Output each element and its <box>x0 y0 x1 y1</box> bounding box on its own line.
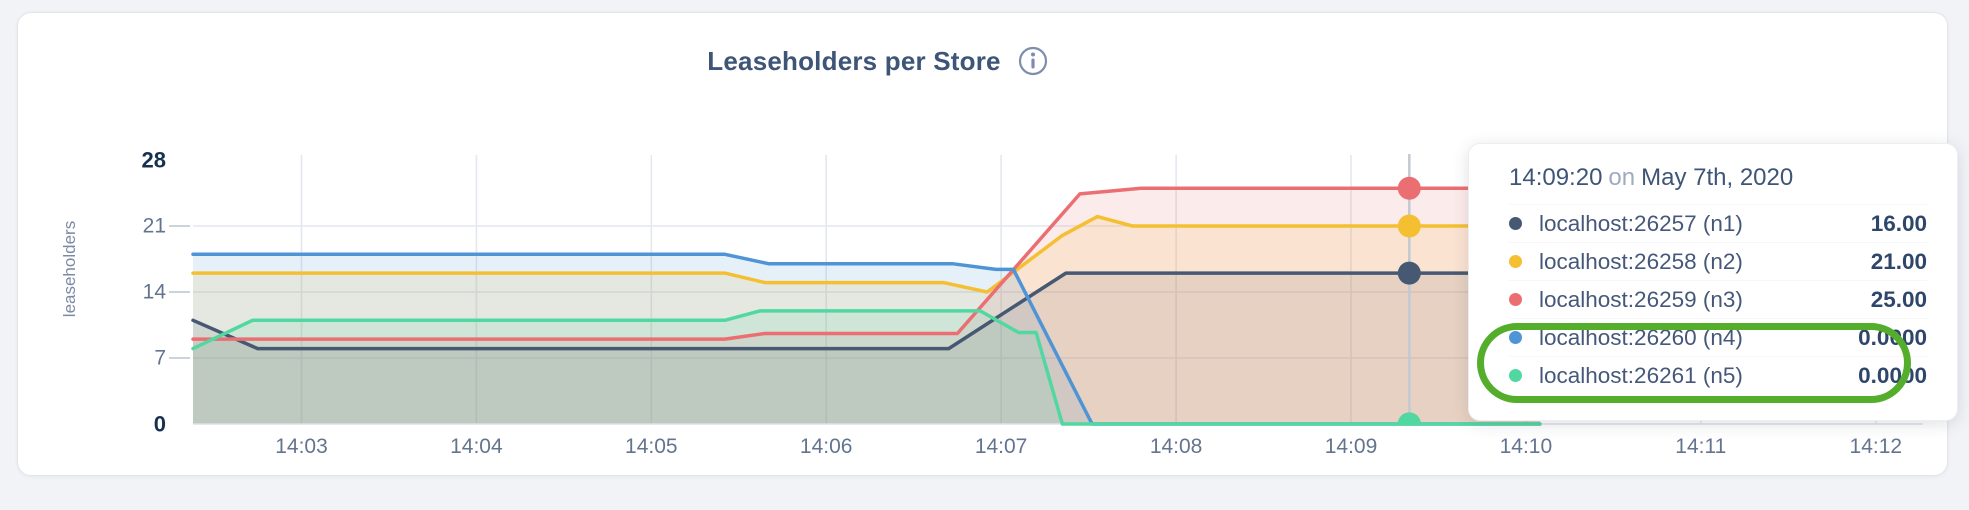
svg-text:14:10: 14:10 <box>1500 435 1553 458</box>
tooltip-row-n5: localhost:26261 (n5) 0.0000 <box>1509 356 1927 394</box>
tooltip-row-n4: localhost:26260 (n4) 0.0000 <box>1509 318 1927 356</box>
chart-header: Leaseholders per Store <box>598 45 1158 77</box>
series-value-n1: 16.00 <box>1870 210 1927 236</box>
svg-text:leaseholders: leaseholders <box>60 221 79 317</box>
svg-text:14:08: 14:08 <box>1150 435 1203 458</box>
chart-title: Leaseholders per Store <box>707 45 1001 76</box>
svg-text:14:07: 14:07 <box>975 435 1028 458</box>
svg-text:14:09: 14:09 <box>1325 435 1378 458</box>
series-name-n1: localhost:26257 (n1) <box>1539 210 1743 236</box>
series-value-n2: 21.00 <box>1870 248 1927 274</box>
series-dot-n3 <box>1509 293 1522 306</box>
tooltip-separator: on <box>1608 164 1636 191</box>
series-dot-n4 <box>1509 331 1522 344</box>
tooltip-time: 14:09:20 <box>1509 164 1603 191</box>
svg-text:14:03: 14:03 <box>275 435 328 458</box>
tooltip-row-n2: localhost:26258 (n2) 21.00 <box>1509 242 1927 280</box>
svg-text:14:11: 14:11 <box>1675 435 1726 458</box>
series-dot-n5 <box>1509 369 1522 382</box>
series-name-n2: localhost:26258 (n2) <box>1539 248 1743 274</box>
page: { "page": { "title": "Leaseholders per S… <box>17 12 1958 476</box>
series-name-n3: localhost:26259 (n3) <box>1539 286 1743 312</box>
svg-text:7: 7 <box>154 347 166 370</box>
series-name-n5: localhost:26261 (n5) <box>1539 362 1743 388</box>
series-value-n4: 0.0000 <box>1858 324 1927 350</box>
series-name-n4: localhost:26260 (n4) <box>1539 324 1743 350</box>
chart-card: Leaseholders per Store 28 21 14 7 0 14:03 14:0… <box>17 12 1958 476</box>
series-value-n3: 25.00 <box>1870 286 1927 312</box>
series-value-n5: 0.0000 <box>1858 362 1927 388</box>
tooltip-row-n1: localhost:26257 (n1) 16.00 <box>1509 204 1927 242</box>
tooltip-timestamp: 14:09:20 on May 7th, 2020 <box>1509 164 1927 192</box>
svg-text:14:06: 14:06 <box>800 435 853 458</box>
svg-text:14: 14 <box>143 281 167 304</box>
tooltip-row-n3: localhost:26259 (n3) 25.00 <box>1509 280 1927 318</box>
svg-text:14:05: 14:05 <box>625 435 678 458</box>
svg-text:21: 21 <box>143 215 166 238</box>
svg-text:14:12: 14:12 <box>1850 435 1903 458</box>
svg-text:0: 0 <box>154 412 166 437</box>
series-dot-n1 <box>1509 217 1522 230</box>
info-icon[interactable] <box>1017 45 1049 77</box>
svg-text:14:04: 14:04 <box>450 435 503 458</box>
svg-text:28: 28 <box>142 148 166 173</box>
series-dot-n2 <box>1509 255 1522 268</box>
tooltip-date: May 7th, 2020 <box>1641 164 1794 191</box>
chart-tooltip: 14:09:20 on May 7th, 2020 localhost:26257 … <box>1468 143 1958 421</box>
leaseholders-chart[interactable]: 28 21 14 7 0 14:03 14:04 14:05 14:06 14:07 14:08 14… <box>18 13 1969 510</box>
